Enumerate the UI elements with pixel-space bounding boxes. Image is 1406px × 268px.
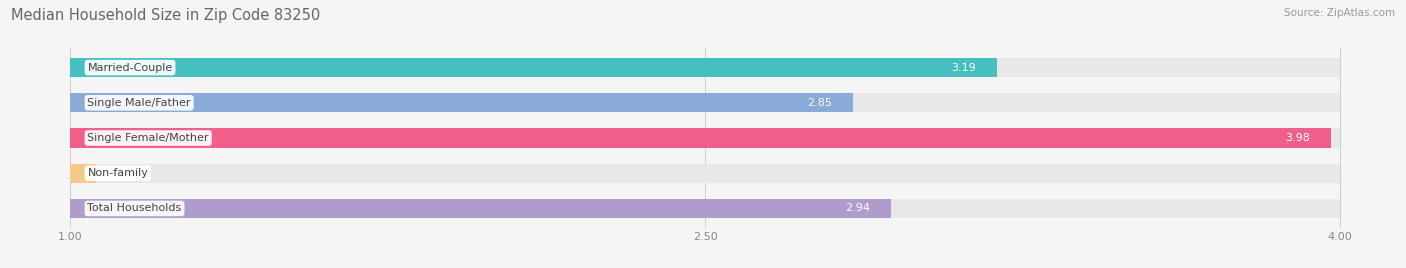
Bar [70, 163, 1340, 183]
Bar [70, 93, 1340, 113]
Text: Single Female/Mother: Single Female/Mother [87, 133, 209, 143]
Text: 3.98: 3.98 [1285, 133, 1310, 143]
Bar [70, 58, 997, 77]
Text: Non-family: Non-family [87, 168, 148, 178]
Text: 1.06: 1.06 [117, 168, 142, 178]
Text: Source: ZipAtlas.com: Source: ZipAtlas.com [1284, 8, 1395, 18]
Text: 2.85: 2.85 [807, 98, 832, 108]
Text: 3.19: 3.19 [950, 63, 976, 73]
Bar [70, 163, 96, 183]
Text: Total Households: Total Households [87, 203, 181, 213]
Bar [70, 58, 1340, 77]
Text: Married-Couple: Married-Couple [87, 63, 173, 73]
Text: Median Household Size in Zip Code 83250: Median Household Size in Zip Code 83250 [11, 8, 321, 23]
Bar [70, 199, 891, 218]
Bar [70, 199, 1340, 218]
Bar [70, 128, 1340, 148]
Text: 2.94: 2.94 [845, 203, 870, 213]
Text: Single Male/Father: Single Male/Father [87, 98, 191, 108]
Bar [70, 93, 853, 113]
Bar [70, 128, 1331, 148]
